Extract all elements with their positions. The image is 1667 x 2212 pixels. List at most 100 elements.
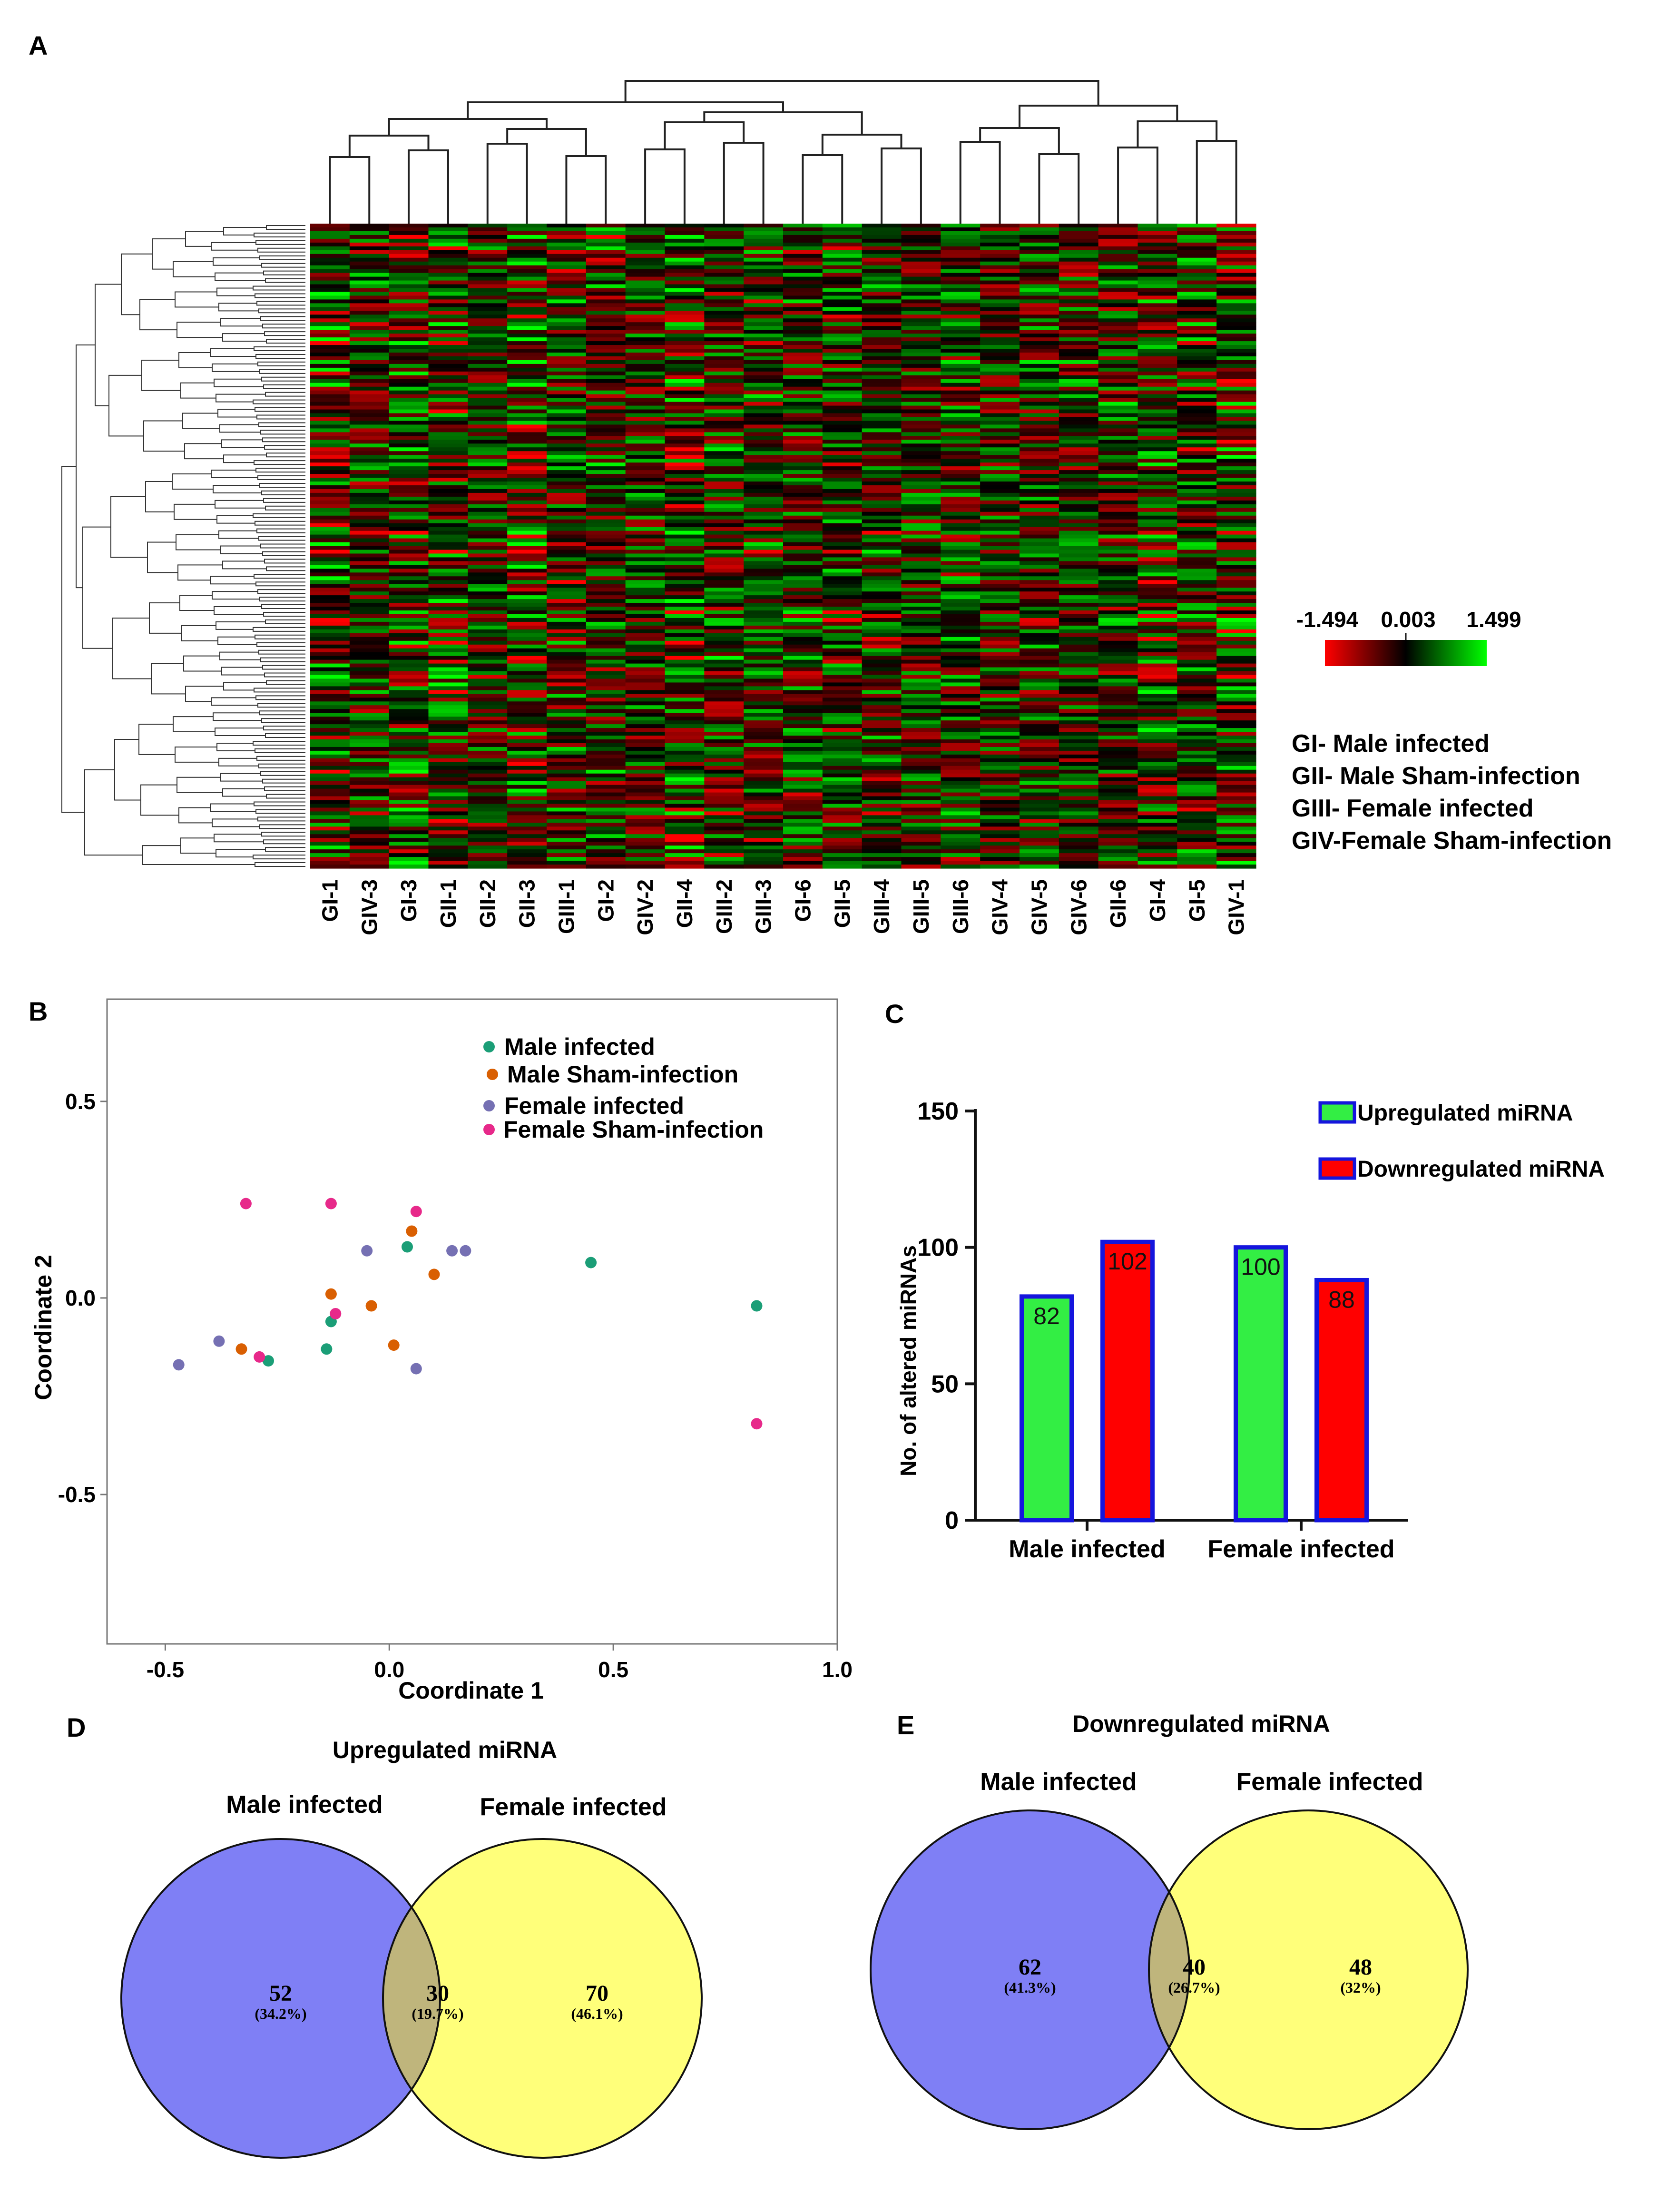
heatmap-cell	[310, 773, 350, 778]
heatmap-cell	[862, 402, 902, 406]
heatmap-cell	[1177, 572, 1217, 577]
heatmap-cell	[468, 371, 508, 376]
heatmap-cell	[428, 315, 468, 319]
heatmap-cell	[901, 838, 941, 842]
heatmap-cell	[428, 409, 468, 414]
heatmap-cell	[822, 576, 863, 580]
heatmap-cell	[428, 845, 468, 850]
heatmap-cell	[1216, 280, 1256, 285]
heatmap-cell	[310, 698, 350, 702]
heatmap-cell	[507, 762, 547, 767]
heatmap-cell	[980, 542, 1020, 547]
heatmap-cell	[389, 754, 429, 759]
heatmap-cell	[1020, 717, 1059, 721]
heatmap-cell	[349, 777, 390, 782]
heatmap-cell	[1059, 375, 1099, 380]
heatmap-cell	[1098, 231, 1138, 236]
heatmap-cell	[980, 478, 1020, 482]
heatmap-cell	[389, 682, 429, 687]
heatmap-cell	[428, 576, 468, 580]
heatmap-cell	[507, 511, 547, 516]
heatmap-cell	[428, 242, 468, 247]
heatmap-cell	[665, 360, 705, 364]
heatmap-cell	[1137, 485, 1177, 490]
heatmap-cell	[1216, 743, 1256, 747]
dendrogram-branch	[467, 101, 784, 119]
heatmap-cell	[783, 557, 823, 561]
dendrogram-branch	[1019, 105, 1178, 128]
heatmap-cell	[980, 762, 1020, 767]
heatmap-cell	[586, 428, 626, 433]
heatmap-cell	[862, 466, 902, 471]
heatmap-cell	[862, 224, 902, 228]
heatmap-cell	[704, 462, 744, 467]
heatmap-cell	[1059, 637, 1099, 641]
heatmap-cell	[507, 227, 547, 232]
heatmap-cell	[310, 819, 350, 823]
legend-downregulated: Downregulated miRNA	[1357, 1157, 1605, 1182]
heatmap-cell	[468, 807, 508, 812]
heatmap-cell	[941, 781, 981, 786]
heatmap-cell	[941, 432, 981, 436]
heatmap-cell	[901, 834, 941, 838]
heatmap-cell	[783, 315, 823, 319]
heatmap-cell	[822, 584, 863, 588]
heatmap-cell	[349, 588, 390, 592]
heatmap-cell	[389, 375, 429, 380]
heatmap-cell	[1177, 405, 1217, 410]
heatmap-cell	[665, 337, 705, 342]
heatmap-cell	[665, 750, 705, 755]
heatmap-cell	[468, 629, 508, 634]
heatmap-cell	[389, 792, 429, 797]
heatmap-cell	[1020, 303, 1059, 307]
heatmap-cell	[428, 663, 468, 668]
heatmap-cell	[625, 788, 666, 793]
heatmap-cell	[428, 504, 468, 509]
heatmap-cell	[310, 394, 350, 399]
heatmap-cell	[428, 717, 468, 721]
heatmap-cell	[310, 409, 350, 414]
dendrogram-branch	[139, 299, 177, 331]
heatmap-cell	[586, 345, 626, 349]
heatmap-cell	[980, 796, 1020, 801]
heatmap-cell	[389, 815, 429, 819]
heatmap-cell	[1020, 315, 1059, 319]
heatmap-cell	[822, 364, 863, 368]
heatmap-cell	[468, 534, 508, 539]
heatmap-cell	[547, 747, 587, 751]
heatmap-cell	[941, 451, 981, 455]
heatmap-cell	[547, 299, 587, 304]
heatmap-cell	[507, 504, 547, 509]
heatmap-cell	[744, 550, 784, 554]
heatmap-cell	[941, 436, 981, 440]
heatmap-cell	[310, 489, 350, 493]
heatmap-cell	[901, 326, 941, 330]
heatmap-cell	[468, 519, 508, 524]
heatmap-cell	[1177, 561, 1217, 565]
heatmap-cell	[822, 515, 863, 520]
heatmap-cell	[901, 565, 941, 569]
heatmap-cell	[310, 538, 350, 543]
heatmap-cell	[862, 762, 902, 767]
heatmap-cell	[507, 455, 547, 459]
heatmap-cell	[389, 845, 429, 850]
heatmap-cell	[310, 478, 350, 482]
heatmap-cell	[507, 773, 547, 778]
heatmap-cell	[1059, 845, 1099, 850]
heatmap-cell	[862, 694, 902, 698]
heatmap-cell	[862, 409, 902, 414]
heatmap-cell	[547, 440, 587, 444]
heatmap-cell	[862, 659, 902, 664]
heatmap-cell	[468, 675, 508, 679]
heatmap-cell	[1059, 334, 1099, 338]
heatmap-cell	[862, 353, 902, 357]
heatmap-cell	[547, 531, 587, 535]
dendrogram-branch	[255, 354, 305, 359]
heatmap-cell	[1216, 470, 1256, 474]
heatmap-cell	[468, 485, 508, 490]
heatmap-cell	[1059, 500, 1099, 505]
heatmap-cell	[1020, 785, 1059, 789]
heatmap-cell	[349, 732, 390, 736]
heatmap-cell	[783, 610, 823, 615]
